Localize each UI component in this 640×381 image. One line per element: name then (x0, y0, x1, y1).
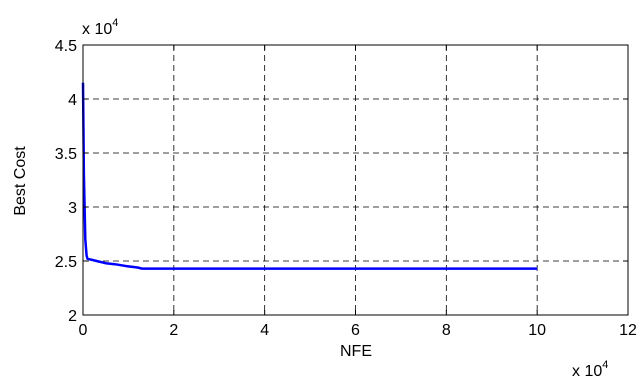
x-tick-label: 8 (442, 322, 451, 339)
y-tick-label: 2.5 (55, 254, 77, 271)
grid-lines (83, 45, 628, 315)
series-line-0 (81, 82, 538, 270)
x-tick-label: 10 (528, 322, 546, 339)
y-axis-multiplier: x 104 (82, 17, 118, 38)
x-tick-label: 6 (351, 322, 360, 339)
x-tick-label: 2 (169, 322, 178, 339)
y-tick-label: 4 (68, 92, 77, 109)
series-layer (81, 82, 538, 270)
y-axis-label: Best Cost (12, 146, 29, 216)
y-tick-label: 4.5 (55, 38, 77, 55)
x-axis-label: NFE (340, 343, 372, 360)
y-tick-label: 3.5 (55, 146, 77, 163)
x-tick-label: 12 (619, 322, 637, 339)
x-tick-label: 0 (79, 322, 88, 339)
x-axis-multiplier: x 104 (572, 359, 608, 380)
x-tick-label: 4 (260, 322, 269, 339)
y-tick-label: 2 (68, 308, 77, 325)
y-tick-label: 3 (68, 200, 77, 217)
